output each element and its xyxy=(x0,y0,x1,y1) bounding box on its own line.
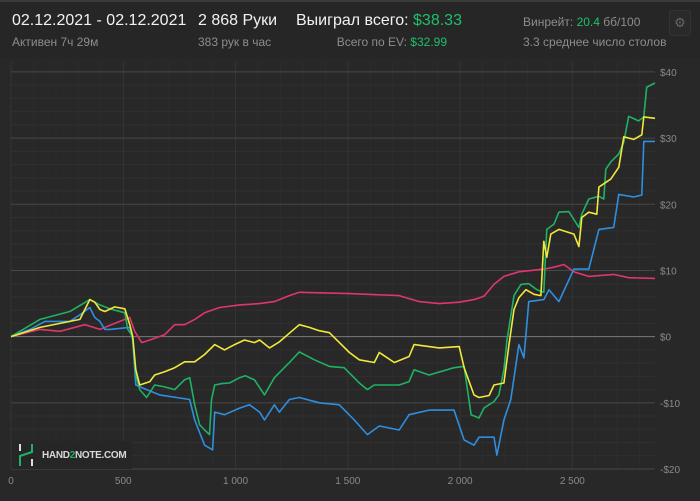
won-total-value: $38.33 xyxy=(413,12,462,29)
watermark-text-b: 2 xyxy=(69,449,76,461)
summary-header: 02.12.2021 - 02.12.2021 Активен 7ч 29м 2… xyxy=(0,2,700,58)
active-time: Активен 7ч 29м xyxy=(12,35,99,49)
watermark-text-c: NOTE.COM xyxy=(74,449,127,461)
date-range[interactable]: 02.12.2021 - 02.12.2021 xyxy=(12,12,187,29)
avg-tables: 3.3 среднее число столов xyxy=(523,35,667,49)
series-line-1 xyxy=(10,140,655,456)
ev-total-label: Всего по EV: xyxy=(336,35,407,49)
hand2note-watermark: HAND 2 NOTE.COM xyxy=(12,441,132,469)
x-tick-label: 0 xyxy=(8,476,14,487)
y-tick-label: $30 xyxy=(660,134,677,145)
y-tick-label: $40 xyxy=(660,68,677,79)
y-tick-label: -$10 xyxy=(660,399,680,410)
gear-icon: ⚙ xyxy=(674,15,686,30)
hands-count: 2 868 Руки xyxy=(198,12,278,29)
x-tick-label: 500 xyxy=(115,476,132,487)
y-tick-label: $10 xyxy=(660,266,677,277)
winrate-value: 20.4 xyxy=(576,15,600,29)
won-total: Выиграл всего: $38.33 xyxy=(296,12,462,30)
x-tick-label: 1 500 xyxy=(335,476,360,487)
x-tick-label: 1 000 xyxy=(223,476,248,487)
chart-background xyxy=(0,58,700,501)
series-line-2 xyxy=(10,82,656,436)
x-tick-label: 2 500 xyxy=(560,476,585,487)
y-tick-label: $20 xyxy=(660,200,677,211)
series-line-0 xyxy=(10,263,656,344)
y-tick-label: -$20 xyxy=(660,465,680,476)
won-total-label: Выиграл всего: xyxy=(296,12,409,29)
y-tick-label: $0 xyxy=(660,333,672,344)
x-tick-label: 2 000 xyxy=(448,476,473,487)
ev-total: Всего по EV: $32.99 xyxy=(337,35,447,49)
winrate-unit: бб/100 xyxy=(603,15,641,29)
winrate: Винрейт: 20.4 бб/100 xyxy=(523,15,640,29)
top-border xyxy=(0,0,700,2)
hand2note-logo-icon xyxy=(19,444,33,466)
ev-total-value: $32.99 xyxy=(410,35,447,49)
series-line-3 xyxy=(10,116,656,399)
hands-per-hour: 383 рук в час xyxy=(198,35,272,49)
watermark-text-a: HAND xyxy=(42,449,70,461)
winrate-label: Винрейт: xyxy=(523,15,574,29)
settings-button[interactable]: ⚙ xyxy=(669,10,691,36)
